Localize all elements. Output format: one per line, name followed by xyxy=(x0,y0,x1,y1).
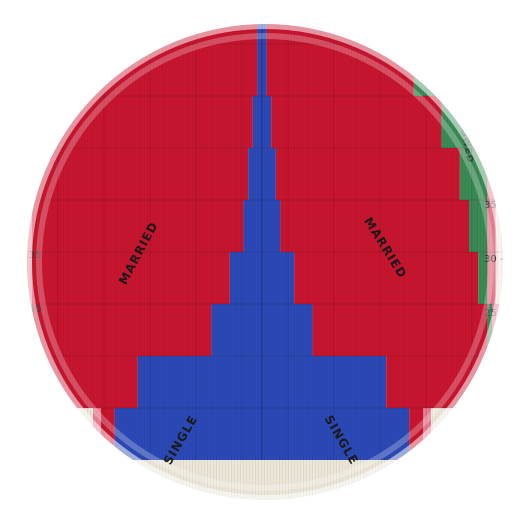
bar-fringe-right xyxy=(473,44,482,96)
bar-widowed-right xyxy=(386,24,474,44)
left-tick-label: - 35 xyxy=(22,250,42,261)
bar-fringe-left xyxy=(27,24,32,44)
bar-fringe-right xyxy=(482,96,491,148)
lens-rim-outer xyxy=(22,19,508,505)
right-tick-label: 30 - 35 xyxy=(484,254,519,265)
bar-fringe-right xyxy=(492,356,500,408)
bar-fringe-right xyxy=(473,24,482,44)
bar-fringe-left xyxy=(27,96,32,148)
left-tick-label: 5 xyxy=(22,360,28,371)
bar-fringe-left xyxy=(27,44,32,96)
bar-fringe-left xyxy=(27,148,32,200)
bar-fringe-left xyxy=(28,356,37,408)
right-tick-label: 20 - xyxy=(484,362,504,373)
lens-rim-inner xyxy=(36,33,494,491)
